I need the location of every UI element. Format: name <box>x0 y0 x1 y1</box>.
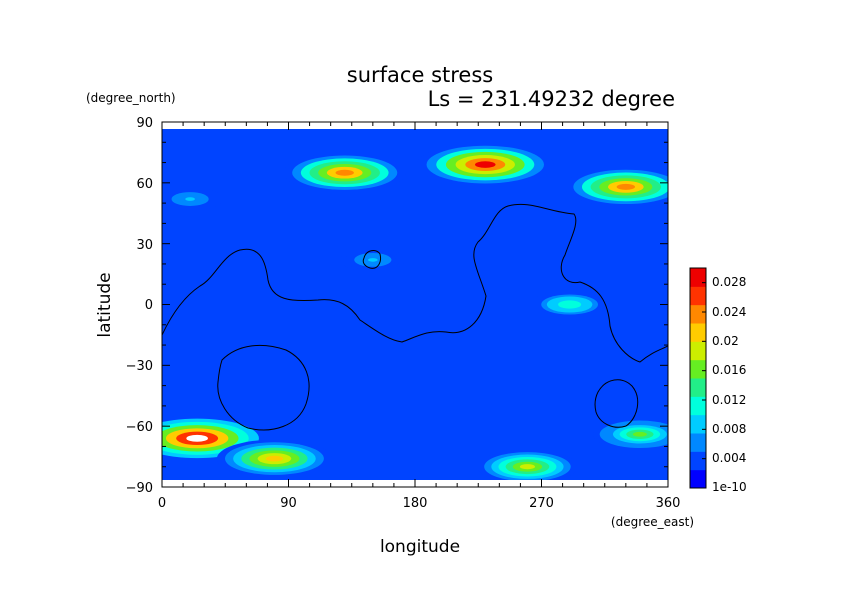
stress-feature <box>216 439 333 478</box>
colorbar-band <box>690 414 706 434</box>
y-tick-labels: 90 60 30 0 −30 −60 −90 <box>126 116 153 496</box>
colorbar-band <box>690 286 706 306</box>
colorbar-tick-label: 0.028 <box>712 275 746 289</box>
y-tick-label: 90 <box>136 116 153 131</box>
x-tick-label: 90 <box>280 496 297 511</box>
y-tick-label: 30 <box>136 238 153 253</box>
stress-level-band <box>519 464 536 470</box>
colorbar: 0.028 0.024 0.02 0.016 0.012 0.008 0.004… <box>689 267 747 494</box>
stress-level-band <box>185 197 195 201</box>
colorbar-tick-labels: 0.028 0.024 0.02 0.016 0.012 0.008 0.004… <box>712 275 747 494</box>
stress-feature <box>283 152 406 193</box>
stress-feature <box>477 449 578 480</box>
chart-subtitle: Ls = 231.49232 degree <box>428 87 675 111</box>
southern-contour-east <box>594 379 639 428</box>
colorbar-tick-label: 0.004 <box>712 451 746 465</box>
colorbar-band <box>690 304 706 324</box>
stress-level-band <box>186 434 208 442</box>
colorbar-band <box>690 378 706 397</box>
stress-level-band <box>265 455 284 462</box>
stress-feature <box>162 187 223 212</box>
stress-feature <box>416 142 554 187</box>
colorbar-band <box>690 323 706 342</box>
colorbar-tick-label: 0.012 <box>712 393 746 407</box>
stress-feature <box>340 247 406 272</box>
stress-feature <box>162 415 270 462</box>
y-tick-label: 60 <box>136 177 153 192</box>
colorbar-tick-label: 1e-10 <box>712 480 747 494</box>
stress-level-band <box>475 161 496 168</box>
colorbar-band <box>690 268 706 287</box>
y-tick-label: 0 <box>145 298 153 313</box>
stress-level-band <box>632 431 647 437</box>
colorbar-tick-label: 0.008 <box>712 422 746 436</box>
colorbar-band <box>690 469 706 489</box>
x-axis-label: longitude <box>380 537 460 557</box>
stress-level-band <box>616 183 636 190</box>
stress-feature <box>593 418 668 451</box>
x-tick-labels: 0 90 180 270 360 <box>158 496 681 511</box>
colorbar-tick-label: 0.016 <box>712 363 746 377</box>
heatmap-field <box>162 129 668 480</box>
colorbar-band <box>690 451 706 471</box>
stress-level-band <box>367 258 378 262</box>
x-tick-label: 360 <box>656 496 681 511</box>
y-unit-label: (degree_north) <box>86 91 176 105</box>
colorbar-tick-label: 0.02 <box>712 334 739 348</box>
x-tick-label: 270 <box>529 496 554 511</box>
x-unit-label: (degree_east) <box>611 515 694 529</box>
y-tick-label: −30 <box>126 359 153 374</box>
colorbar-band <box>690 433 706 452</box>
coastline-contour <box>162 203 668 363</box>
southern-contour-west <box>217 344 310 431</box>
x-tick-label: 180 <box>403 496 428 511</box>
chart-title: surface stress <box>347 63 493 87</box>
small-contour <box>362 250 381 269</box>
stress-level-band <box>563 302 576 307</box>
colorbar-band <box>690 396 706 416</box>
y-axis-label: latitude <box>95 272 115 337</box>
x-tick-label: 0 <box>158 496 166 511</box>
colorbar-band <box>690 359 706 379</box>
axis-tick-marks <box>161 121 669 488</box>
y-tick-label: −90 <box>126 481 153 496</box>
colorbar-tick-label: 0.024 <box>712 305 746 319</box>
colorbar-frame <box>689 267 707 489</box>
y-tick-label: −60 <box>126 420 153 435</box>
stress-feature <box>564 166 668 207</box>
stress-level-band <box>335 169 354 176</box>
colorbar-band <box>690 341 706 361</box>
stress-feature <box>530 290 610 319</box>
